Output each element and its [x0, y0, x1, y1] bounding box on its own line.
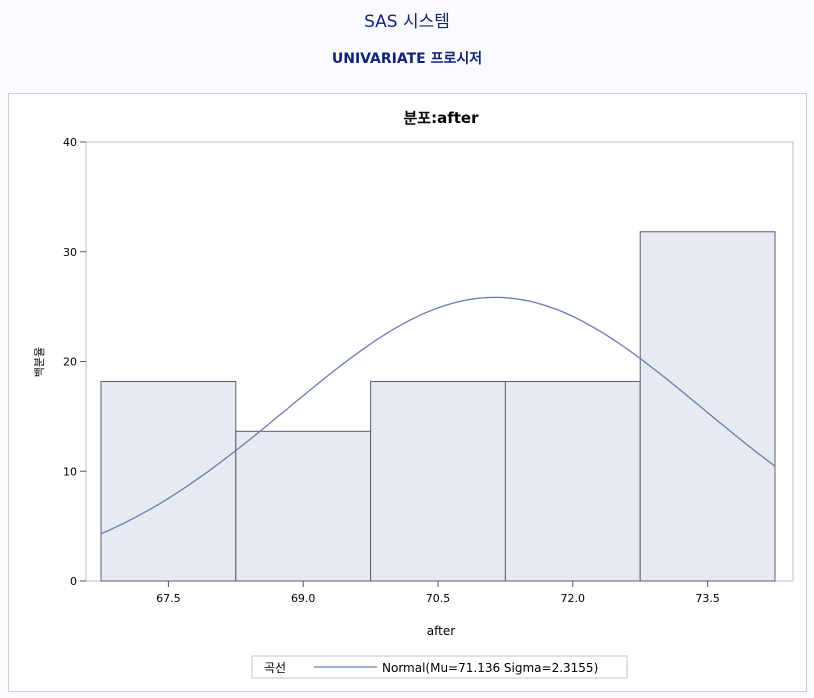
x-tick-label: 67.5 [156, 592, 181, 605]
y-axis-label: 백분율 [33, 347, 46, 377]
x-tick-label: 72.0 [561, 592, 586, 605]
histogram-bar [639, 231, 776, 582]
legend-title: 곡선 [264, 661, 286, 675]
normal-curve [100, 296, 776, 535]
x-axis-label: after [427, 624, 455, 638]
y-tick-label: 20 [63, 356, 77, 369]
histogram-bar [504, 380, 641, 582]
legend-box [251, 655, 628, 679]
y-tick-label: 40 [63, 136, 77, 149]
legend: 곡선 Normal(Mu=71.136 Sigma=2.3155) [251, 655, 628, 679]
legend-series-label: Normal(Mu=71.136 Sigma=2.3155) [382, 661, 598, 675]
x-tick-label: 69.0 [291, 592, 316, 605]
histogram-bar [235, 430, 372, 582]
y-tick-label: 10 [63, 465, 77, 478]
chart-panel: 분포:after 0 10 20 30 40 67.5 69.0 70.5 72.0 73.5 … [8, 93, 807, 692]
x-tick-label: 73.5 [695, 592, 720, 605]
histogram-bar [100, 380, 237, 582]
histogram-bar [370, 380, 506, 582]
x-tick-label: 70.5 [426, 592, 451, 605]
page-title: SAS 시스템 [364, 12, 450, 32]
page-subtitle: UNIVARIATE 프로시저 [331, 51, 483, 67]
y-tick-label: 30 [63, 246, 77, 259]
y-tick-label: 0 [70, 575, 77, 588]
chart-title: 분포:after [404, 109, 480, 127]
